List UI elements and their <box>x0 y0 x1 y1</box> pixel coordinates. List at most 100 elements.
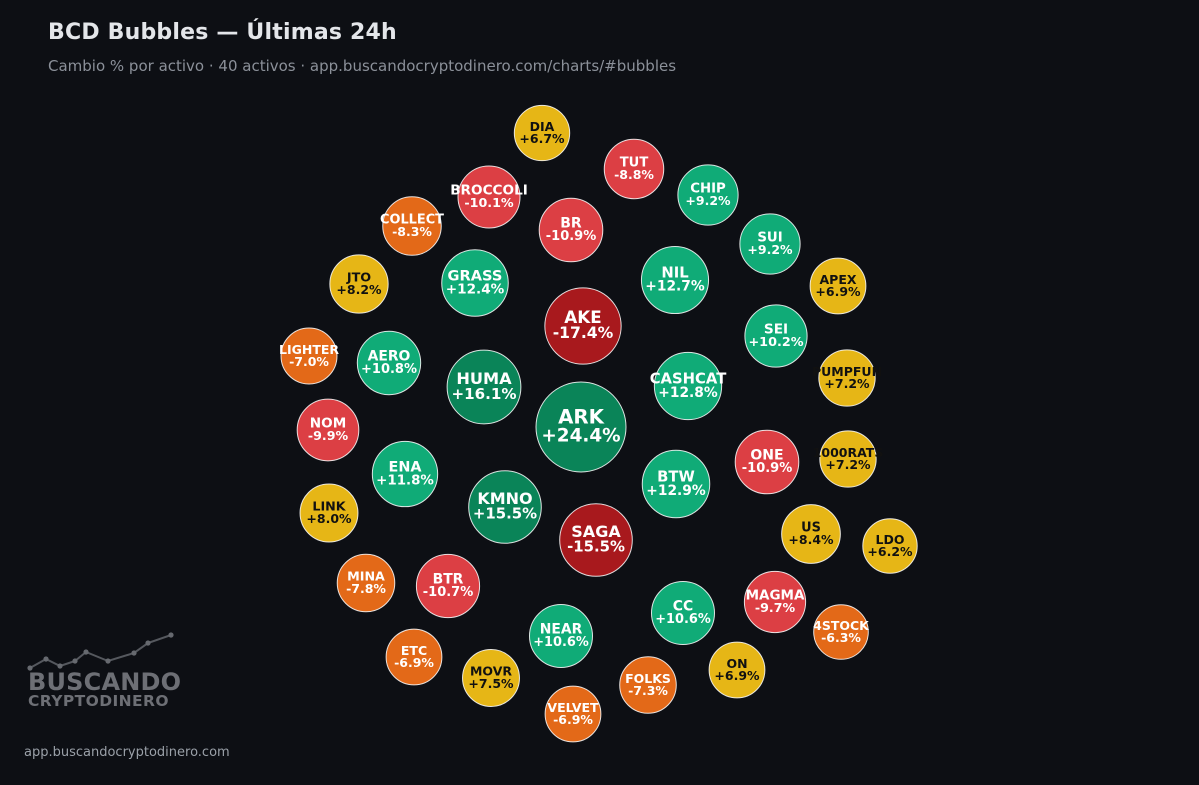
bubble-circle <box>862 518 918 574</box>
bubble-circle <box>446 349 522 425</box>
bubble-symbol: APEX <box>819 272 856 287</box>
buscando-logo-sparkline-icon <box>27 632 174 671</box>
bubble-circle <box>809 257 867 315</box>
bubble-grass[interactable]: GRASS+12.4% <box>441 249 509 317</box>
bubble-folks[interactable]: FOLKS-7.3% <box>619 656 677 714</box>
bubble-chip[interactable]: CHIP+9.2% <box>677 164 739 226</box>
bubble-circle <box>559 503 633 577</box>
bubble-symbol: NEAR <box>540 622 583 638</box>
bubble-circle <box>677 164 739 226</box>
bubble-broccoli[interactable]: BROCCOLI-10.1% <box>450 165 528 229</box>
logo-wordmark-top: BUSCANDO <box>28 668 182 696</box>
bubble-change: -10.9% <box>742 461 793 476</box>
bubble-cashcat[interactable]: CASHCAT+12.8% <box>650 351 728 421</box>
bubble-ena[interactable]: ENA+11.8% <box>371 440 439 508</box>
bubble-change: -15.5% <box>567 538 625 556</box>
bubble-1000rats[interactable]: 1000RATS+7.2% <box>813 430 884 488</box>
bubble-change: +10.2% <box>748 335 803 350</box>
bubble-link[interactable]: LINK+8.0% <box>299 483 359 543</box>
bubble-jto[interactable]: JTO+8.2% <box>329 254 389 314</box>
bubble-btw[interactable]: BTW+12.9% <box>641 449 711 519</box>
bubble-aero[interactable]: AERO+10.8% <box>356 330 422 396</box>
bubble-change: +15.5% <box>473 505 537 523</box>
bubble-circle <box>356 330 422 396</box>
bubble-velvet[interactable]: VELVET-6.9% <box>544 685 602 743</box>
bubble-pumpfun[interactable]: PUMPFUN+7.2% <box>812 349 882 407</box>
bubble-symbol: KMNO <box>477 489 532 508</box>
bubble-kmno[interactable]: KMNO+15.5% <box>468 470 542 544</box>
chart-title: BCD Bubbles — Últimas 24h <box>48 20 397 45</box>
bubble-change: +24.4% <box>541 425 620 446</box>
bubble-mina[interactable]: MINA-7.8% <box>336 553 396 613</box>
bubble-symbol: ETC <box>401 643 427 658</box>
bubble-br[interactable]: BR-10.9% <box>538 197 604 263</box>
bubble-saga[interactable]: SAGA-15.5% <box>559 503 633 577</box>
bubble-tut[interactable]: TUT-8.8% <box>603 138 665 200</box>
bubble-apex[interactable]: APEX+6.9% <box>809 257 867 315</box>
bubble-symbol: AKE <box>564 307 601 327</box>
bubble-circle <box>538 197 604 263</box>
bubble-change: +10.6% <box>655 612 711 627</box>
bubble-change: +9.2% <box>747 242 793 257</box>
bubble-change: +6.9% <box>815 284 861 299</box>
bubble-circle <box>336 553 396 613</box>
bubble-etc[interactable]: ETC-6.9% <box>385 628 443 686</box>
bubble-cc[interactable]: CC+10.6% <box>651 581 715 645</box>
bubble-nom[interactable]: NOM-9.9% <box>296 398 360 462</box>
bubble-circle <box>734 429 800 495</box>
bubble-circle <box>819 430 877 488</box>
bubble-circle <box>708 641 766 699</box>
bubble-nil[interactable]: NIL+12.7% <box>640 245 710 315</box>
bubble-change: -9.7% <box>755 600 796 615</box>
bubble-circle <box>781 504 841 564</box>
bubble-circle <box>529 604 593 668</box>
bubble-symbol: SUI <box>757 231 782 246</box>
bubble-symbol: CASHCAT <box>650 370 728 387</box>
bubble-symbol: MINA <box>347 569 385 584</box>
bubble-circle <box>640 245 710 315</box>
bubble-ark[interactable]: ARK+24.4% <box>535 381 627 473</box>
bubble-change: -10.9% <box>546 229 597 244</box>
bubble-movr[interactable]: MOVR+7.5% <box>462 649 520 707</box>
bubble-sei[interactable]: SEI+10.2% <box>744 304 808 368</box>
bubble-change: +10.8% <box>361 362 417 377</box>
bubble-change: +10.6% <box>533 635 589 650</box>
bubble-symbol: GRASS <box>448 267 503 284</box>
bubble-magma[interactable]: MAGMA-9.7% <box>743 570 807 634</box>
bubble-lighter[interactable]: LIGHTER-7.0% <box>279 327 339 385</box>
bubble-symbol: JTO <box>346 271 371 286</box>
bubble-sui[interactable]: SUI+9.2% <box>739 213 801 275</box>
bubble-btr[interactable]: BTR-10.7% <box>415 553 481 619</box>
bubble-symbol: BR <box>560 215 582 231</box>
bubble-symbol: TUT <box>620 156 649 171</box>
bubble-collect[interactable]: COLLECT-8.3% <box>380 196 444 256</box>
bubble-symbol: ARK <box>558 405 605 428</box>
bubble-on[interactable]: ON+6.9% <box>708 641 766 699</box>
bubble-change: +12.7% <box>645 279 705 295</box>
bubble-change: -7.3% <box>628 683 668 698</box>
bubble-symbol: BROCCOLI <box>450 183 528 199</box>
bubble-circle <box>382 196 442 256</box>
bubble-symbol: FOLKS <box>625 671 671 686</box>
bubble-ldo[interactable]: LDO+6.2% <box>862 518 918 574</box>
bubble-4stock[interactable]: 4STOCK-6.3% <box>813 604 870 660</box>
bubble-circle <box>813 604 869 660</box>
bubble-symbol: SAGA <box>571 522 621 541</box>
bubble-near[interactable]: NEAR+10.6% <box>529 604 593 668</box>
bubble-circle <box>468 470 542 544</box>
bubble-change: -6.9% <box>553 712 593 727</box>
bubble-circle <box>544 287 622 365</box>
bubble-huma[interactable]: HUMA+16.1% <box>446 349 522 425</box>
bubble-one[interactable]: ONE-10.9% <box>734 429 800 495</box>
bubble-us[interactable]: US+8.4% <box>781 504 841 564</box>
bubble-ake[interactable]: AKE-17.4% <box>544 287 622 365</box>
bubble-symbol: LINK <box>312 499 346 514</box>
bubble-symbol: 4STOCK <box>813 618 870 633</box>
bubble-symbol: MOVR <box>470 664 512 679</box>
bubble-change: -6.9% <box>394 655 434 670</box>
bubble-circle <box>299 483 359 543</box>
bubble-circle <box>457 165 521 229</box>
bubble-dia[interactable]: DIA+6.7% <box>513 104 571 162</box>
bubble-change: -8.3% <box>392 224 432 239</box>
bubble-symbol: LDO <box>876 532 905 547</box>
